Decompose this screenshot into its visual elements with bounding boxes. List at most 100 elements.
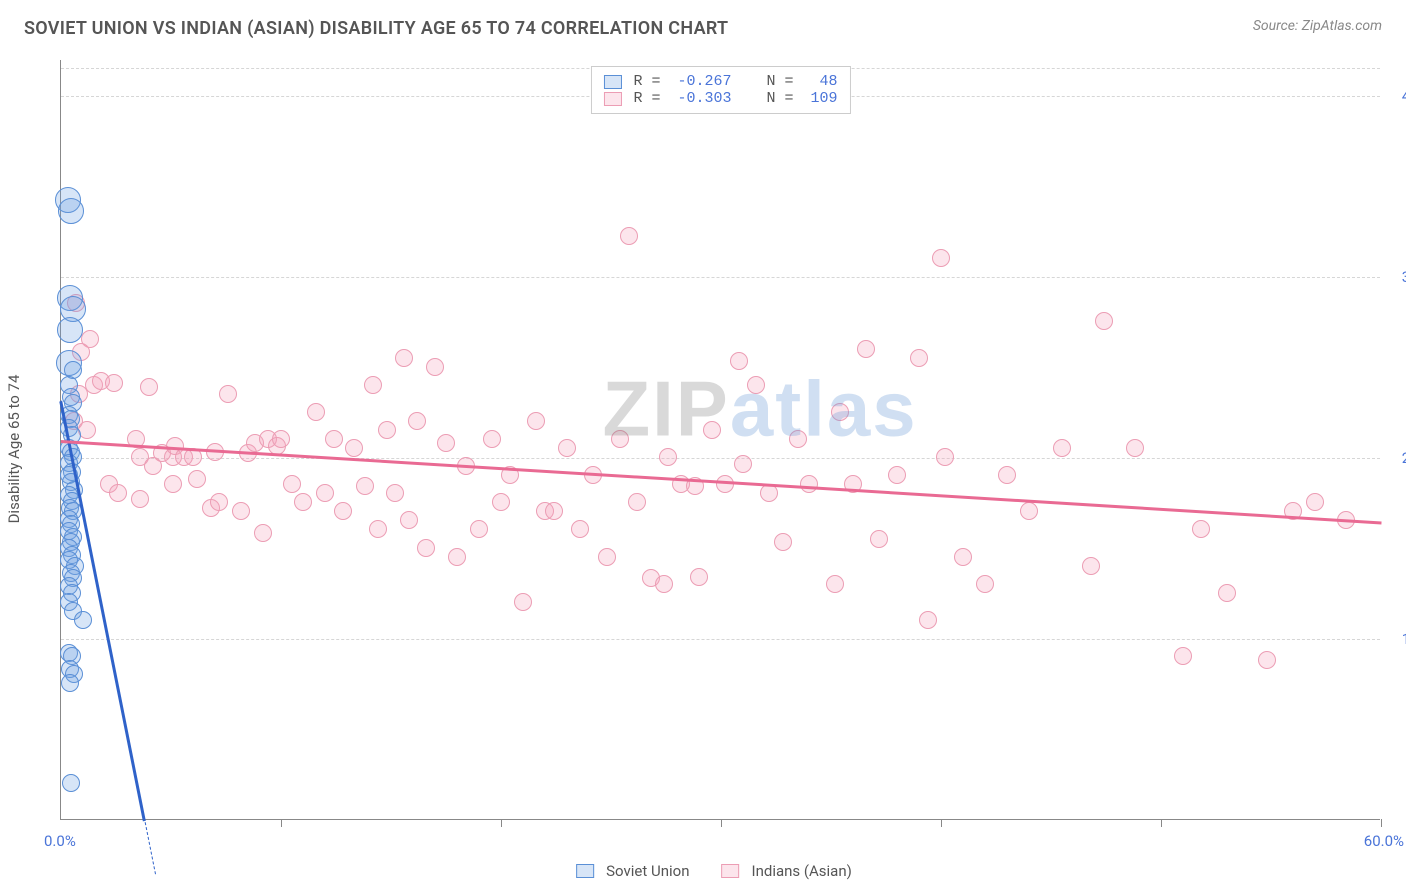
data-point (408, 412, 426, 430)
chart-container: Disability Age 65 to 74 ZIPatlas R = -0.… (44, 54, 1384, 844)
data-point (272, 430, 290, 448)
legend-item: Soviet Union (576, 862, 689, 880)
data-point (58, 198, 84, 224)
data-point (620, 227, 638, 245)
data-point (294, 493, 312, 511)
data-point (1218, 584, 1236, 602)
data-point (62, 774, 80, 792)
x-tick (1381, 819, 1382, 827)
data-point (655, 575, 673, 593)
data-point (910, 349, 928, 367)
data-point (734, 455, 752, 473)
data-point (356, 477, 374, 495)
data-point (659, 448, 677, 466)
y-tick-label: 40.0% (1402, 87, 1406, 105)
legend-row: R = -0.303 N = 109 (603, 90, 837, 107)
data-point (164, 475, 182, 493)
data-point (936, 448, 954, 466)
data-point (611, 430, 629, 448)
legend-row: R = -0.267 N = 48 (603, 73, 837, 90)
data-point (57, 317, 83, 343)
data-point (774, 533, 792, 551)
x-tick (1161, 819, 1162, 827)
data-point (628, 493, 646, 511)
legend-item: Indians (Asian) (721, 862, 851, 880)
correlation-legend: R = -0.267 N = 48R = -0.303 N = 109 (590, 66, 850, 114)
y-tick-label: 30.0% (1402, 268, 1406, 286)
data-point (105, 374, 123, 392)
data-point (386, 484, 404, 502)
data-point (448, 548, 466, 566)
trend-line (61, 401, 157, 875)
data-point (400, 511, 418, 529)
chart-title: SOVIET UNION VS INDIAN (ASIAN) DISABILIT… (24, 18, 728, 39)
data-point (747, 376, 765, 394)
x-tick (721, 819, 722, 827)
trend-line (61, 440, 1381, 524)
data-point (417, 539, 435, 557)
gridline (61, 458, 1380, 459)
data-point (334, 502, 352, 520)
x-tick (941, 819, 942, 827)
data-point (545, 502, 563, 520)
data-point (395, 349, 413, 367)
y-tick-label: 10.0% (1402, 630, 1406, 648)
source-attribution: Source: ZipAtlas.com (1253, 18, 1382, 34)
data-point (1082, 557, 1100, 575)
data-point (826, 575, 844, 593)
data-point (760, 484, 778, 502)
data-point (800, 475, 818, 493)
data-point (369, 520, 387, 538)
data-point (210, 493, 228, 511)
x-max-label: 60.0% (1364, 832, 1404, 850)
data-point (378, 421, 396, 439)
data-point (283, 475, 301, 493)
data-point (954, 548, 972, 566)
y-axis-label: Disability Age 65 to 74 (5, 375, 23, 524)
data-point (131, 490, 149, 508)
legend-swatch (721, 864, 739, 878)
data-point (1258, 651, 1276, 669)
data-point (571, 520, 589, 538)
data-point (325, 430, 343, 448)
data-point (426, 358, 444, 376)
data-point (254, 524, 272, 542)
data-point (716, 475, 734, 493)
data-point (558, 439, 576, 457)
data-point (976, 575, 994, 593)
x-tick (281, 819, 282, 827)
data-point (1174, 647, 1192, 665)
data-point (74, 611, 92, 629)
data-point (1053, 439, 1071, 457)
data-point (1020, 502, 1038, 520)
data-point (232, 502, 250, 520)
data-point (345, 439, 363, 457)
data-point (1095, 312, 1113, 330)
plot-area: ZIPatlas R = -0.267 N = 48R = -0.303 N =… (60, 60, 1380, 820)
data-point (307, 403, 325, 421)
data-point (1126, 439, 1144, 457)
gridline (61, 639, 1380, 640)
data-point (998, 466, 1016, 484)
series-legend: Soviet Union Indians (Asian) (576, 862, 852, 880)
data-point (919, 611, 937, 629)
data-point (857, 340, 875, 358)
data-point (61, 674, 79, 692)
legend-swatch (603, 92, 621, 106)
data-point (188, 470, 206, 488)
x-min-label: 0.0% (44, 832, 76, 850)
data-point (932, 249, 950, 267)
data-point (730, 352, 748, 370)
data-point (527, 412, 545, 430)
gridline (61, 277, 1380, 278)
data-point (437, 434, 455, 452)
data-point (703, 421, 721, 439)
data-point (78, 421, 96, 439)
y-tick-label: 20.0% (1402, 449, 1406, 467)
data-point (1306, 493, 1324, 511)
legend-swatch (603, 75, 621, 89)
data-point (690, 568, 708, 586)
data-point (514, 593, 532, 611)
x-tick (501, 819, 502, 827)
data-point (492, 493, 510, 511)
